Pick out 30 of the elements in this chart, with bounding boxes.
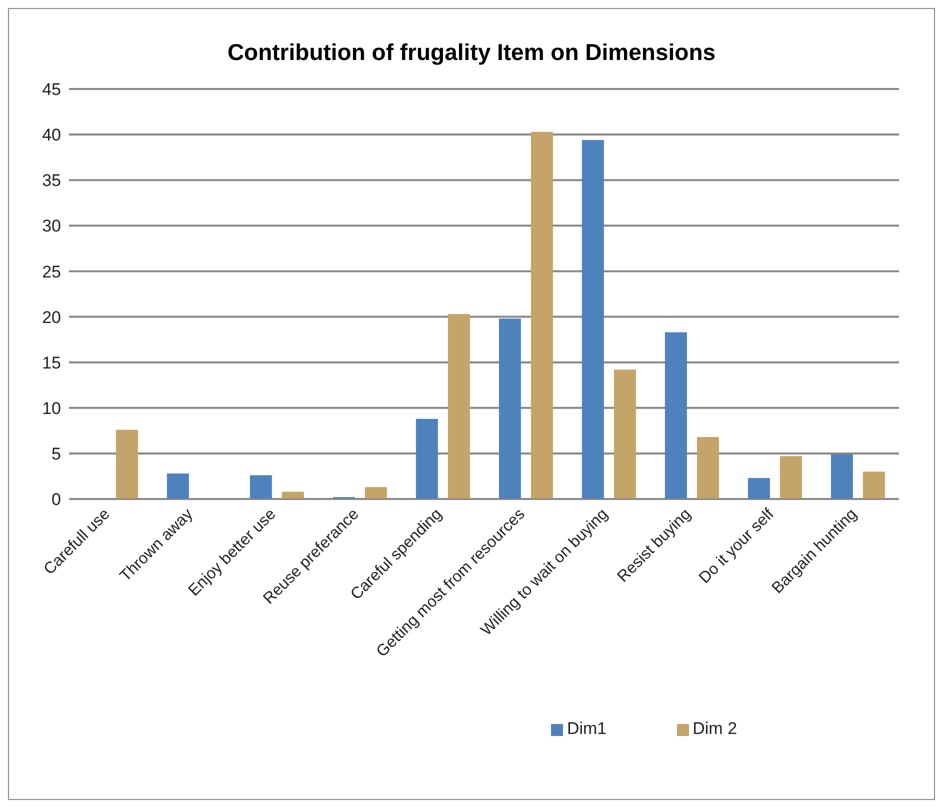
y-tick-label: 30 <box>42 216 61 236</box>
bar <box>862 472 885 499</box>
y-tick-label: 0 <box>52 490 61 510</box>
y-tick-label: 40 <box>42 126 61 145</box>
bar <box>416 418 438 499</box>
bar <box>696 437 719 499</box>
y-tick-label: 45 <box>42 80 61 100</box>
y-tick-label: 5 <box>52 444 61 464</box>
bar <box>664 332 687 499</box>
bar <box>748 478 770 499</box>
legend-label: Dim1 <box>566 719 607 738</box>
y-tick-label: 10 <box>42 398 61 418</box>
y-tick-label: 25 <box>42 262 61 282</box>
bar <box>582 140 604 499</box>
y-tick-label: 35 <box>42 171 61 190</box>
bar <box>282 492 304 499</box>
bar <box>364 487 387 499</box>
bar <box>166 473 189 499</box>
chart-title: Contribution of frugality Item on Dimensions <box>226 39 717 67</box>
y-tick-label: 20 <box>42 308 61 327</box>
bar <box>250 475 272 499</box>
bar <box>530 132 553 499</box>
bar <box>116 430 138 499</box>
y-tick-label: 15 <box>42 353 61 372</box>
bar <box>830 454 853 499</box>
legend-label: Dim 2 <box>692 719 738 738</box>
bar <box>780 456 802 499</box>
bar <box>448 314 470 499</box>
bar <box>498 318 521 499</box>
bar <box>614 370 636 499</box>
